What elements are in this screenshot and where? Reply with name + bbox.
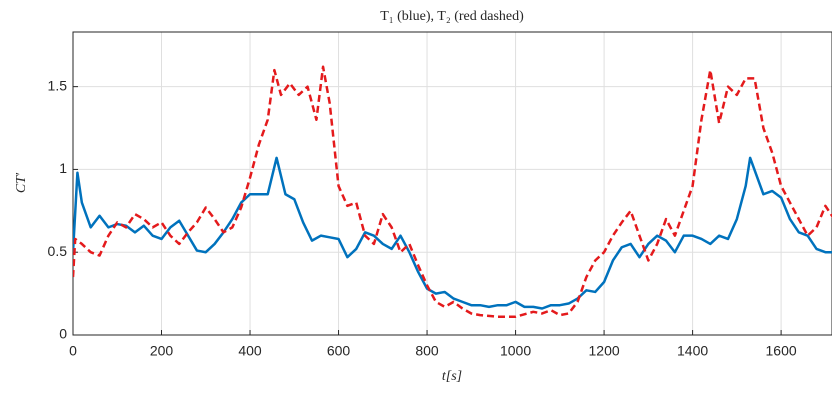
x-tick-label: 1400 [677,343,708,359]
y-tick-label: 1.5 [48,77,68,93]
x-tick-label: 400 [238,343,262,359]
series-line [73,156,832,310]
x-tick-label: 200 [150,343,174,359]
y-tick-label: 1 [59,160,67,176]
x-tick-label: 800 [415,343,439,359]
x-tick-label: 1200 [589,343,620,359]
x-tick-label: 600 [327,343,351,359]
plot-area [73,65,832,319]
x-tick-label: 0 [69,343,77,359]
plot-frame [72,31,832,336]
y-tick-label: 0 [59,326,67,342]
y-tick-label: 0.5 [48,243,68,259]
x-tick-label: 1000 [500,343,531,359]
chart-title: T₁ (blue), T₂ (red dashed) [380,9,524,24]
x-tick-label: 1600 [766,343,797,359]
series-line [73,65,832,319]
x-axis-label: t[s] [442,369,462,384]
y-axis-label: CT′ [14,172,29,193]
